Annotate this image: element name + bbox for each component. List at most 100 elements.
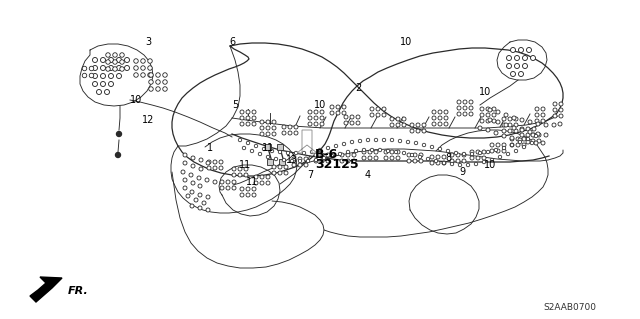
Circle shape xyxy=(350,140,354,144)
Circle shape xyxy=(240,116,244,120)
Circle shape xyxy=(304,157,308,161)
Circle shape xyxy=(499,155,502,159)
Circle shape xyxy=(352,159,356,163)
Circle shape xyxy=(490,158,493,162)
Text: 11: 11 xyxy=(262,143,274,153)
Circle shape xyxy=(199,167,203,171)
Circle shape xyxy=(183,178,187,182)
Circle shape xyxy=(514,123,518,127)
Circle shape xyxy=(430,161,434,165)
Circle shape xyxy=(314,122,318,126)
Circle shape xyxy=(508,117,512,121)
Circle shape xyxy=(93,57,97,63)
Circle shape xyxy=(387,149,390,153)
Circle shape xyxy=(537,133,541,137)
Circle shape xyxy=(355,149,358,153)
Circle shape xyxy=(288,125,292,129)
Circle shape xyxy=(292,163,296,167)
Circle shape xyxy=(442,161,445,165)
Circle shape xyxy=(362,148,365,152)
Circle shape xyxy=(346,153,350,157)
Circle shape xyxy=(275,157,278,161)
Circle shape xyxy=(426,157,429,161)
Circle shape xyxy=(282,125,286,129)
Circle shape xyxy=(266,175,270,179)
Circle shape xyxy=(250,149,253,153)
Circle shape xyxy=(496,110,500,114)
Circle shape xyxy=(344,115,348,119)
Circle shape xyxy=(552,123,556,127)
Circle shape xyxy=(336,105,340,109)
Circle shape xyxy=(190,190,194,194)
Circle shape xyxy=(457,112,461,116)
Circle shape xyxy=(396,123,400,127)
Circle shape xyxy=(506,152,509,156)
Circle shape xyxy=(260,126,264,130)
Circle shape xyxy=(286,151,290,155)
Bar xyxy=(277,144,283,150)
Circle shape xyxy=(120,53,124,57)
Circle shape xyxy=(207,160,211,164)
Circle shape xyxy=(109,73,113,78)
Circle shape xyxy=(125,57,129,63)
Circle shape xyxy=(93,65,97,70)
Circle shape xyxy=(350,121,354,125)
Circle shape xyxy=(278,165,282,169)
Circle shape xyxy=(156,73,160,77)
Circle shape xyxy=(442,161,446,165)
Text: 32125: 32125 xyxy=(315,158,358,171)
Circle shape xyxy=(432,122,436,126)
Text: 6: 6 xyxy=(229,37,235,47)
Circle shape xyxy=(515,56,520,61)
Circle shape xyxy=(106,53,110,57)
Circle shape xyxy=(435,159,438,163)
Circle shape xyxy=(458,163,461,167)
Circle shape xyxy=(520,128,524,132)
Circle shape xyxy=(356,121,360,125)
Circle shape xyxy=(202,201,206,205)
Circle shape xyxy=(320,116,324,120)
Circle shape xyxy=(298,159,301,163)
Circle shape xyxy=(189,173,193,177)
Circle shape xyxy=(191,156,195,160)
Circle shape xyxy=(504,113,508,117)
Circle shape xyxy=(141,66,145,70)
Circle shape xyxy=(314,116,318,120)
Circle shape xyxy=(490,143,494,147)
Circle shape xyxy=(528,120,532,124)
Circle shape xyxy=(374,138,378,142)
Text: 8: 8 xyxy=(445,153,451,163)
Circle shape xyxy=(206,195,210,199)
Circle shape xyxy=(450,159,454,163)
Circle shape xyxy=(515,63,520,69)
Circle shape xyxy=(506,56,511,61)
Circle shape xyxy=(502,129,506,133)
Circle shape xyxy=(532,127,536,131)
Circle shape xyxy=(320,110,324,114)
Circle shape xyxy=(318,148,322,152)
Circle shape xyxy=(254,175,258,179)
Text: 3: 3 xyxy=(145,37,151,47)
Circle shape xyxy=(272,126,276,130)
Circle shape xyxy=(232,180,236,184)
Circle shape xyxy=(520,127,524,131)
Circle shape xyxy=(334,144,338,148)
Circle shape xyxy=(220,180,224,184)
Circle shape xyxy=(490,149,494,153)
Circle shape xyxy=(260,132,264,136)
Circle shape xyxy=(382,107,386,111)
Circle shape xyxy=(314,153,318,157)
Circle shape xyxy=(366,138,370,142)
Circle shape xyxy=(390,138,394,142)
Circle shape xyxy=(402,123,406,127)
Circle shape xyxy=(284,165,288,169)
Circle shape xyxy=(396,156,400,160)
Circle shape xyxy=(148,87,153,91)
Circle shape xyxy=(206,208,210,212)
Text: 10: 10 xyxy=(484,160,496,170)
Circle shape xyxy=(510,137,514,141)
Circle shape xyxy=(326,146,330,150)
Circle shape xyxy=(252,110,256,114)
Circle shape xyxy=(100,81,106,86)
Circle shape xyxy=(238,173,242,177)
